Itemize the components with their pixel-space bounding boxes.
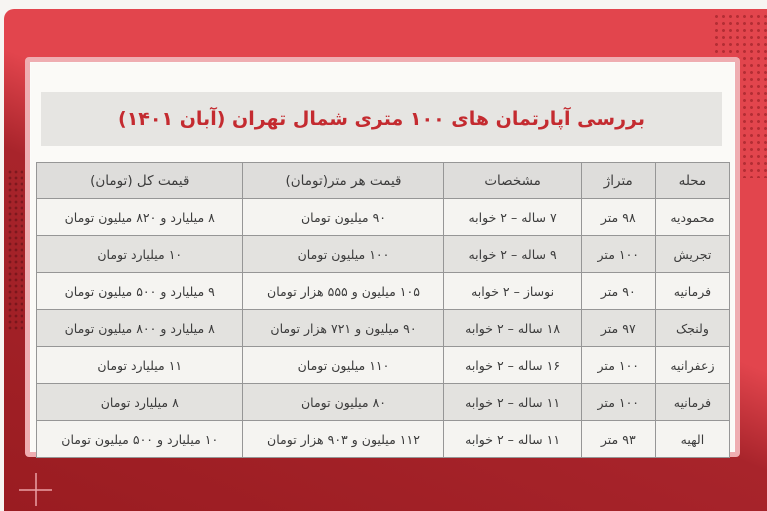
column-header-total_price: قیمت کل (تومان) [35, 162, 244, 199]
table-head: محله متراژ مشخصات قیمت هر متر(تومان) قیمت کل… [35, 162, 731, 199]
cell-specs: ۱۶ ساله – ۲ خوابه [443, 346, 582, 384]
cell-specs: ۹ ساله – ۲ خوابه [443, 235, 582, 273]
cell-area: ۱۰۰ متر [580, 383, 656, 421]
table-row: زعفرانیه ۱۰۰ متر ۱۶ ساله – ۲ خوابه ۱۱۰ میلی… [35, 346, 731, 384]
cell-total_price: ۱۱ میلیارد تومان [35, 346, 244, 384]
table-row: فرمانیه ۱۰۰ متر ۱۱ ساله – ۲ خوابه ۸۰ میلیون… [35, 383, 731, 421]
cell-specs: ۱۸ ساله – ۲ خوابه [443, 309, 582, 347]
cell-area: ۹۸ متر [580, 198, 656, 236]
cell-neighborhood: تجریش [654, 235, 731, 273]
cell-total_price: ۹ میلیارد و ۵۰۰ میلیون تومان [35, 272, 244, 310]
cell-neighborhood: فرمانیه [654, 272, 731, 310]
table-row: الهیه ۹۳ متر ۱۱ ساله – ۲ خوابه ۱۱۲ میلیون و… [35, 420, 731, 458]
cell-area: ۱۰۰ متر [580, 235, 656, 273]
red-backdrop: بررسی آپارتمان های ۱۰۰ متری شمال تهران (… [4, 9, 767, 511]
cell-price_per_meter: ۱۰۵ میلیون و ۵۵۵ هزار تومان [242, 272, 445, 310]
cell-neighborhood: فرمانیه [654, 383, 731, 421]
cell-specs: ۷ ساله – ۲ خوابه [443, 198, 582, 236]
content-card: بررسی آپارتمان های ۱۰۰ متری شمال تهران (… [25, 57, 740, 458]
cell-total_price: ۱۰ میلیارد و ۵۰۰ میلیون تومان [35, 420, 244, 458]
cell-area: ۹۰ متر [580, 272, 656, 310]
apartments-table: محله متراژ مشخصات قیمت هر متر(تومان) قیمت کل… [35, 162, 731, 458]
cell-area: ۹۷ متر [580, 309, 656, 347]
cell-specs: ۱۱ ساله – ۲ خوابه [443, 383, 582, 421]
cell-specs: نوساز – ۲ خوابه [443, 272, 582, 310]
cell-total_price: ۸ میلیارد و ۸۰۰ میلیون تومان [35, 309, 244, 347]
cell-specs: ۱۱ ساله – ۲ خوابه [443, 420, 582, 458]
table-body: محمودیه ۹۸ متر ۷ ساله – ۲ خوابه ۹۰ میلیون ت… [35, 198, 731, 458]
dots-pattern-left-icon [7, 169, 23, 331]
table-header-row: محله متراژ مشخصات قیمت هر متر(تومان) قیمت کل… [35, 162, 731, 199]
title-banner: بررسی آپارتمان های ۱۰۰ متری شمال تهران (… [41, 92, 722, 146]
cell-total_price: ۸ میلیارد و ۸۲۰ میلیون تومان [35, 198, 244, 236]
cell-total_price: ۸ میلیارد تومان [35, 383, 244, 421]
cell-price_per_meter: ۱۱۰ میلیون تومان [242, 346, 445, 384]
table-row: محمودیه ۹۸ متر ۷ ساله – ۲ خوابه ۹۰ میلیون ت… [35, 198, 731, 236]
cell-price_per_meter: ۹۰ میلیون تومان [242, 198, 445, 236]
cell-total_price: ۱۰ میلیارد تومان [35, 235, 244, 273]
cell-neighborhood: الهیه [654, 420, 731, 458]
table-row: تجریش ۱۰۰ متر ۹ ساله – ۲ خوابه ۱۰۰ میلیون ت… [35, 235, 731, 273]
column-header-area: متراژ [580, 162, 656, 199]
column-header-price_per_meter: قیمت هر متر(تومان) [242, 162, 445, 199]
cell-neighborhood: محمودیه [654, 198, 731, 236]
cell-price_per_meter: ۸۰ میلیون تومان [242, 383, 445, 421]
cell-price_per_meter: ۱۱۲ میلیون و ۹۰۳ هزار تومان [242, 420, 445, 458]
plus-crosshair-icon [19, 473, 52, 506]
table-row: فرمانیه ۹۰ متر نوساز – ۲ خوابه ۱۰۵ میلیون و… [35, 272, 731, 310]
cell-price_per_meter: ۹۰ میلیون و ۷۲۱ هزار تومان [242, 309, 445, 347]
cell-neighborhood: ولنجک [654, 309, 731, 347]
cell-price_per_meter: ۱۰۰ میلیون تومان [242, 235, 445, 273]
page-title: بررسی آپارتمان های ۱۰۰ متری شمال تهران (… [118, 108, 645, 130]
cell-area: ۱۰۰ متر [580, 346, 656, 384]
table-row: ولنجک ۹۷ متر ۱۸ ساله – ۲ خوابه ۹۰ میلیون و … [35, 309, 731, 347]
column-header-specs: مشخصات [443, 162, 582, 199]
cell-neighborhood: زعفرانیه [654, 346, 731, 384]
column-header-neighborhood: محله [654, 162, 731, 199]
cell-area: ۹۳ متر [580, 420, 656, 458]
